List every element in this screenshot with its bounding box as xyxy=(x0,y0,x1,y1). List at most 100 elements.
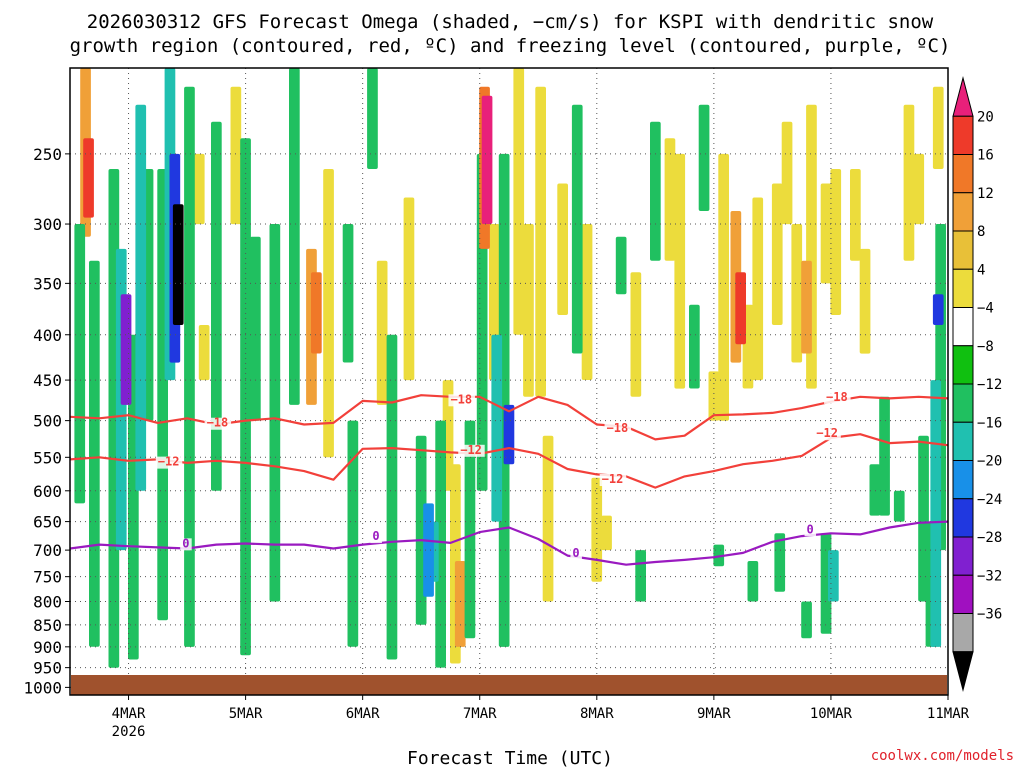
colorbar-label: 16 xyxy=(977,148,994,164)
colorbar-label: −4 xyxy=(977,301,994,317)
contour-label-bg xyxy=(804,524,817,537)
omega-cell xyxy=(771,183,783,325)
colorbar-label: −8 xyxy=(977,339,994,355)
omega-cell xyxy=(503,404,515,465)
contour-label: −12 xyxy=(816,426,838,440)
omega-cell xyxy=(498,153,510,647)
contour-label-bg xyxy=(824,391,851,404)
omega-cell xyxy=(454,561,466,647)
colorbar-swatch xyxy=(952,115,974,155)
y-tick-label: 450 xyxy=(33,371,62,390)
y-tick-label: 250 xyxy=(33,145,62,164)
omega-cell xyxy=(198,325,210,381)
omega-cell xyxy=(464,420,476,639)
contour-label-bg xyxy=(370,531,382,544)
contour-label: −12 xyxy=(158,455,180,469)
omega-cell xyxy=(932,294,944,325)
y-tick-label: 600 xyxy=(33,482,62,501)
omega-cell xyxy=(535,86,546,397)
y-tick-label: 700 xyxy=(33,541,62,560)
omega-cell xyxy=(74,224,86,504)
omega-cell xyxy=(747,561,759,602)
omega-cell xyxy=(859,248,871,354)
omega-cell xyxy=(347,420,359,647)
colorbar-swatch xyxy=(952,574,974,614)
y-tick-label: 350 xyxy=(33,274,62,293)
contour-label-bg xyxy=(155,456,183,469)
omega-cell xyxy=(367,68,378,169)
y-tick-label: 950 xyxy=(33,659,62,678)
omega-cell xyxy=(932,86,944,169)
omega-cell xyxy=(184,86,195,647)
x-tick-sublabel: 2026 xyxy=(112,724,146,740)
credit-link[interactable]: coolwx.com/models xyxy=(871,748,1014,764)
x-tick-label: 11MAR xyxy=(927,706,970,722)
omega-cell xyxy=(230,86,242,225)
omega-cell xyxy=(635,550,646,602)
plot-frame xyxy=(69,67,949,696)
colorbar-swatch xyxy=(952,651,974,692)
x-tick-label: 8MAR xyxy=(580,706,614,722)
colorbar-label: −16 xyxy=(977,415,1002,431)
x-tick-label: 9MAR xyxy=(697,706,731,722)
contour-label: −18 xyxy=(826,390,848,404)
colorbar-swatch xyxy=(952,536,974,576)
x-axis: 4MAR 2026 5MAR 6MAR 7MAR 8MAR 9MAR 10MAR 11MAR xyxy=(112,695,970,740)
omega-cell xyxy=(491,334,503,522)
omega-cell xyxy=(403,197,415,381)
omega-cell xyxy=(879,396,890,516)
y-tick-label: 650 xyxy=(33,513,62,532)
contour-label-bg xyxy=(458,444,485,457)
colorbar-label: −32 xyxy=(977,568,1002,584)
omega-cell xyxy=(674,153,686,389)
contour-label-bg xyxy=(604,423,632,436)
colorbar-label: 4 xyxy=(977,262,985,278)
omega-cell xyxy=(435,420,446,668)
colorbar-label: −20 xyxy=(977,454,1002,470)
omega-cell xyxy=(689,304,700,389)
omega-cell xyxy=(250,236,261,421)
omega-cell xyxy=(323,169,334,458)
contour-label-bg xyxy=(814,428,841,441)
omega-cell xyxy=(135,104,147,491)
colorbar-swatch xyxy=(952,383,974,423)
omega-cell xyxy=(581,224,593,380)
contour-label-bg xyxy=(448,394,475,407)
omega-cell xyxy=(193,153,205,225)
x-tick-label: 4MAR xyxy=(112,706,146,722)
contour-line-m12 xyxy=(70,433,948,489)
omega-cell xyxy=(735,272,746,345)
omega-cell xyxy=(289,68,300,405)
contour-label: 0 xyxy=(572,546,579,560)
colorbar-swatch xyxy=(952,498,974,538)
colorbar-swatch xyxy=(952,421,974,461)
omega-cell xyxy=(708,371,720,421)
omega-cell xyxy=(698,104,710,211)
x-tick-label: 10MAR xyxy=(810,706,853,722)
contour-label: 0 xyxy=(372,529,379,543)
colorbar-swatch xyxy=(952,268,974,308)
y-axis: 250 300 350 400 450 500 550 600 650 700 750 800 850 9… xyxy=(23,145,70,697)
colorbar-label: −36 xyxy=(977,607,1002,623)
y-tick-label: 800 xyxy=(33,593,62,612)
contour-label-bg xyxy=(570,548,582,561)
omega-cell xyxy=(820,183,832,284)
omega-cell xyxy=(601,515,612,551)
colorbar-swatch xyxy=(952,613,974,653)
contour-label: −18 xyxy=(607,421,629,435)
colorbar-label: 12 xyxy=(977,186,994,202)
colorbar-label: −24 xyxy=(977,492,1002,508)
omega-cell xyxy=(211,121,222,491)
omega-cell xyxy=(571,104,583,354)
omega-cell xyxy=(172,204,184,325)
omega-cell xyxy=(557,183,568,315)
y-tick-label: 850 xyxy=(33,616,62,635)
omega-cell xyxy=(542,435,554,602)
omega-cell xyxy=(828,550,839,602)
y-tick-label: 300 xyxy=(33,215,62,234)
chart-title-line-1: 2026030312 GFS Forecast Omega (shaded, −… xyxy=(87,11,934,33)
colorbar-swatch xyxy=(952,345,974,385)
contour-label: 0 xyxy=(182,536,189,550)
y-tick-label: 550 xyxy=(33,448,62,467)
x-axis-title: Forecast Time (UTC) xyxy=(407,748,613,768)
